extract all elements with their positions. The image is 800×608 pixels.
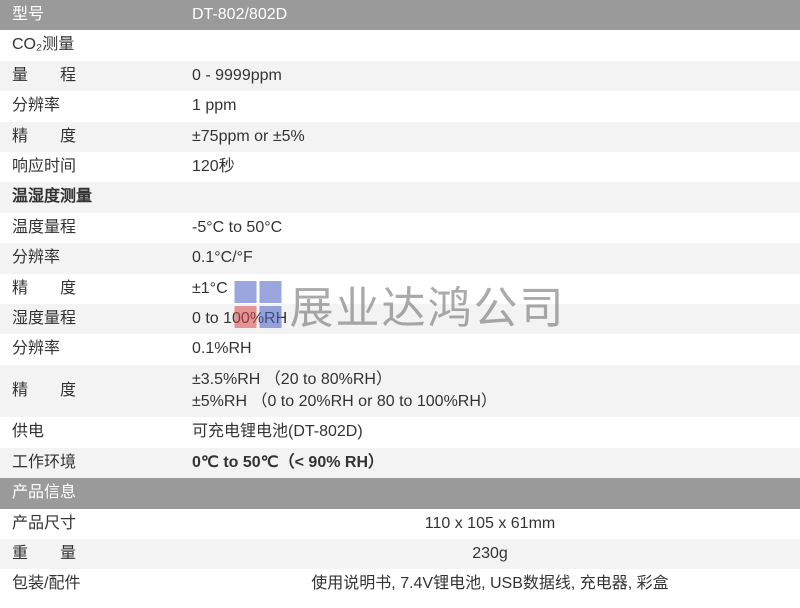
row-label: 供电 (0, 417, 180, 447)
table-row: 型号DT-802/802D (0, 0, 800, 30)
row-label: CO₂测量 (0, 30, 800, 60)
table-row: 精 度±1°C (0, 274, 800, 304)
row-label: 包装/配件 (0, 569, 180, 599)
table-row: CO₂测量 (0, 30, 800, 60)
row-label: 重 量 (0, 539, 180, 569)
row-value: 0.1°C/°F (180, 243, 800, 273)
row-label: 产品信息 (0, 478, 800, 508)
row-label: 温度量程 (0, 213, 180, 243)
row-value: DT-802/802D (180, 0, 800, 30)
spec-table: 型号DT-802/802DCO₂测量量 程0 - 9999ppm分辨率1 ppm… (0, 0, 800, 600)
row-label: 分辨率 (0, 243, 180, 273)
table-row: 分辨率1 ppm (0, 91, 800, 121)
table-row: 供电可充电锂电池(DT-802D) (0, 417, 800, 447)
table-row: 产品尺寸110 x 105 x 61mm (0, 509, 800, 539)
row-value: 110 x 105 x 61mm (180, 509, 800, 539)
row-label: 温湿度测量 (0, 182, 800, 212)
row-label: 产品尺寸 (0, 509, 180, 539)
row-label: 响应时间 (0, 152, 180, 182)
row-label: 分辨率 (0, 334, 180, 364)
row-value: ±1°C (180, 274, 800, 304)
table-row: 湿度量程0 to 100%RH (0, 304, 800, 334)
row-value: 0.1%RH (180, 334, 800, 364)
table-row: 重 量230g (0, 539, 800, 569)
row-value: 0 - 9999ppm (180, 61, 800, 91)
row-label: 型号 (0, 0, 180, 30)
row-value: 0 to 100%RH (180, 304, 800, 334)
table-row: 温度量程-5°C to 50°C (0, 213, 800, 243)
row-value: 120秒 (180, 152, 800, 182)
table-row: 包装/配件使用说明书, 7.4V锂电池, USB数据线, 充电器, 彩盒 (0, 569, 800, 599)
table-row: 精 度±3.5%RH （20 to 80%RH） ±5%RH （0 to 20%… (0, 365, 800, 418)
table-row: 工作环境0℃ to 50℃（< 90% RH） (0, 448, 800, 478)
table-row: 量 程0 - 9999ppm (0, 61, 800, 91)
table-row: 分辨率0.1%RH (0, 334, 800, 364)
table-row: 精 度±75ppm or ±5% (0, 122, 800, 152)
row-value: 1 ppm (180, 91, 800, 121)
table-row: 产品信息 (0, 478, 800, 508)
row-label: 湿度量程 (0, 304, 180, 334)
row-value: ±3.5%RH （20 to 80%RH） ±5%RH （0 to 20%RH … (180, 365, 800, 418)
row-value: ±75ppm or ±5% (180, 122, 800, 152)
row-value: 230g (180, 539, 800, 569)
table-row: 响应时间120秒 (0, 152, 800, 182)
row-label: 量 程 (0, 61, 180, 91)
row-value: -5°C to 50°C (180, 213, 800, 243)
row-label: 精 度 (0, 365, 180, 418)
table-row: 分辨率0.1°C/°F (0, 243, 800, 273)
table-row: 温湿度测量 (0, 182, 800, 212)
row-label: 精 度 (0, 274, 180, 304)
row-label: 分辨率 (0, 91, 180, 121)
row-value: 使用说明书, 7.4V锂电池, USB数据线, 充电器, 彩盒 (180, 569, 800, 599)
row-value: 0℃ to 50℃（< 90% RH） (180, 448, 800, 478)
row-label: 精 度 (0, 122, 180, 152)
row-value: 可充电锂电池(DT-802D) (180, 417, 800, 447)
row-label: 工作环境 (0, 448, 180, 478)
